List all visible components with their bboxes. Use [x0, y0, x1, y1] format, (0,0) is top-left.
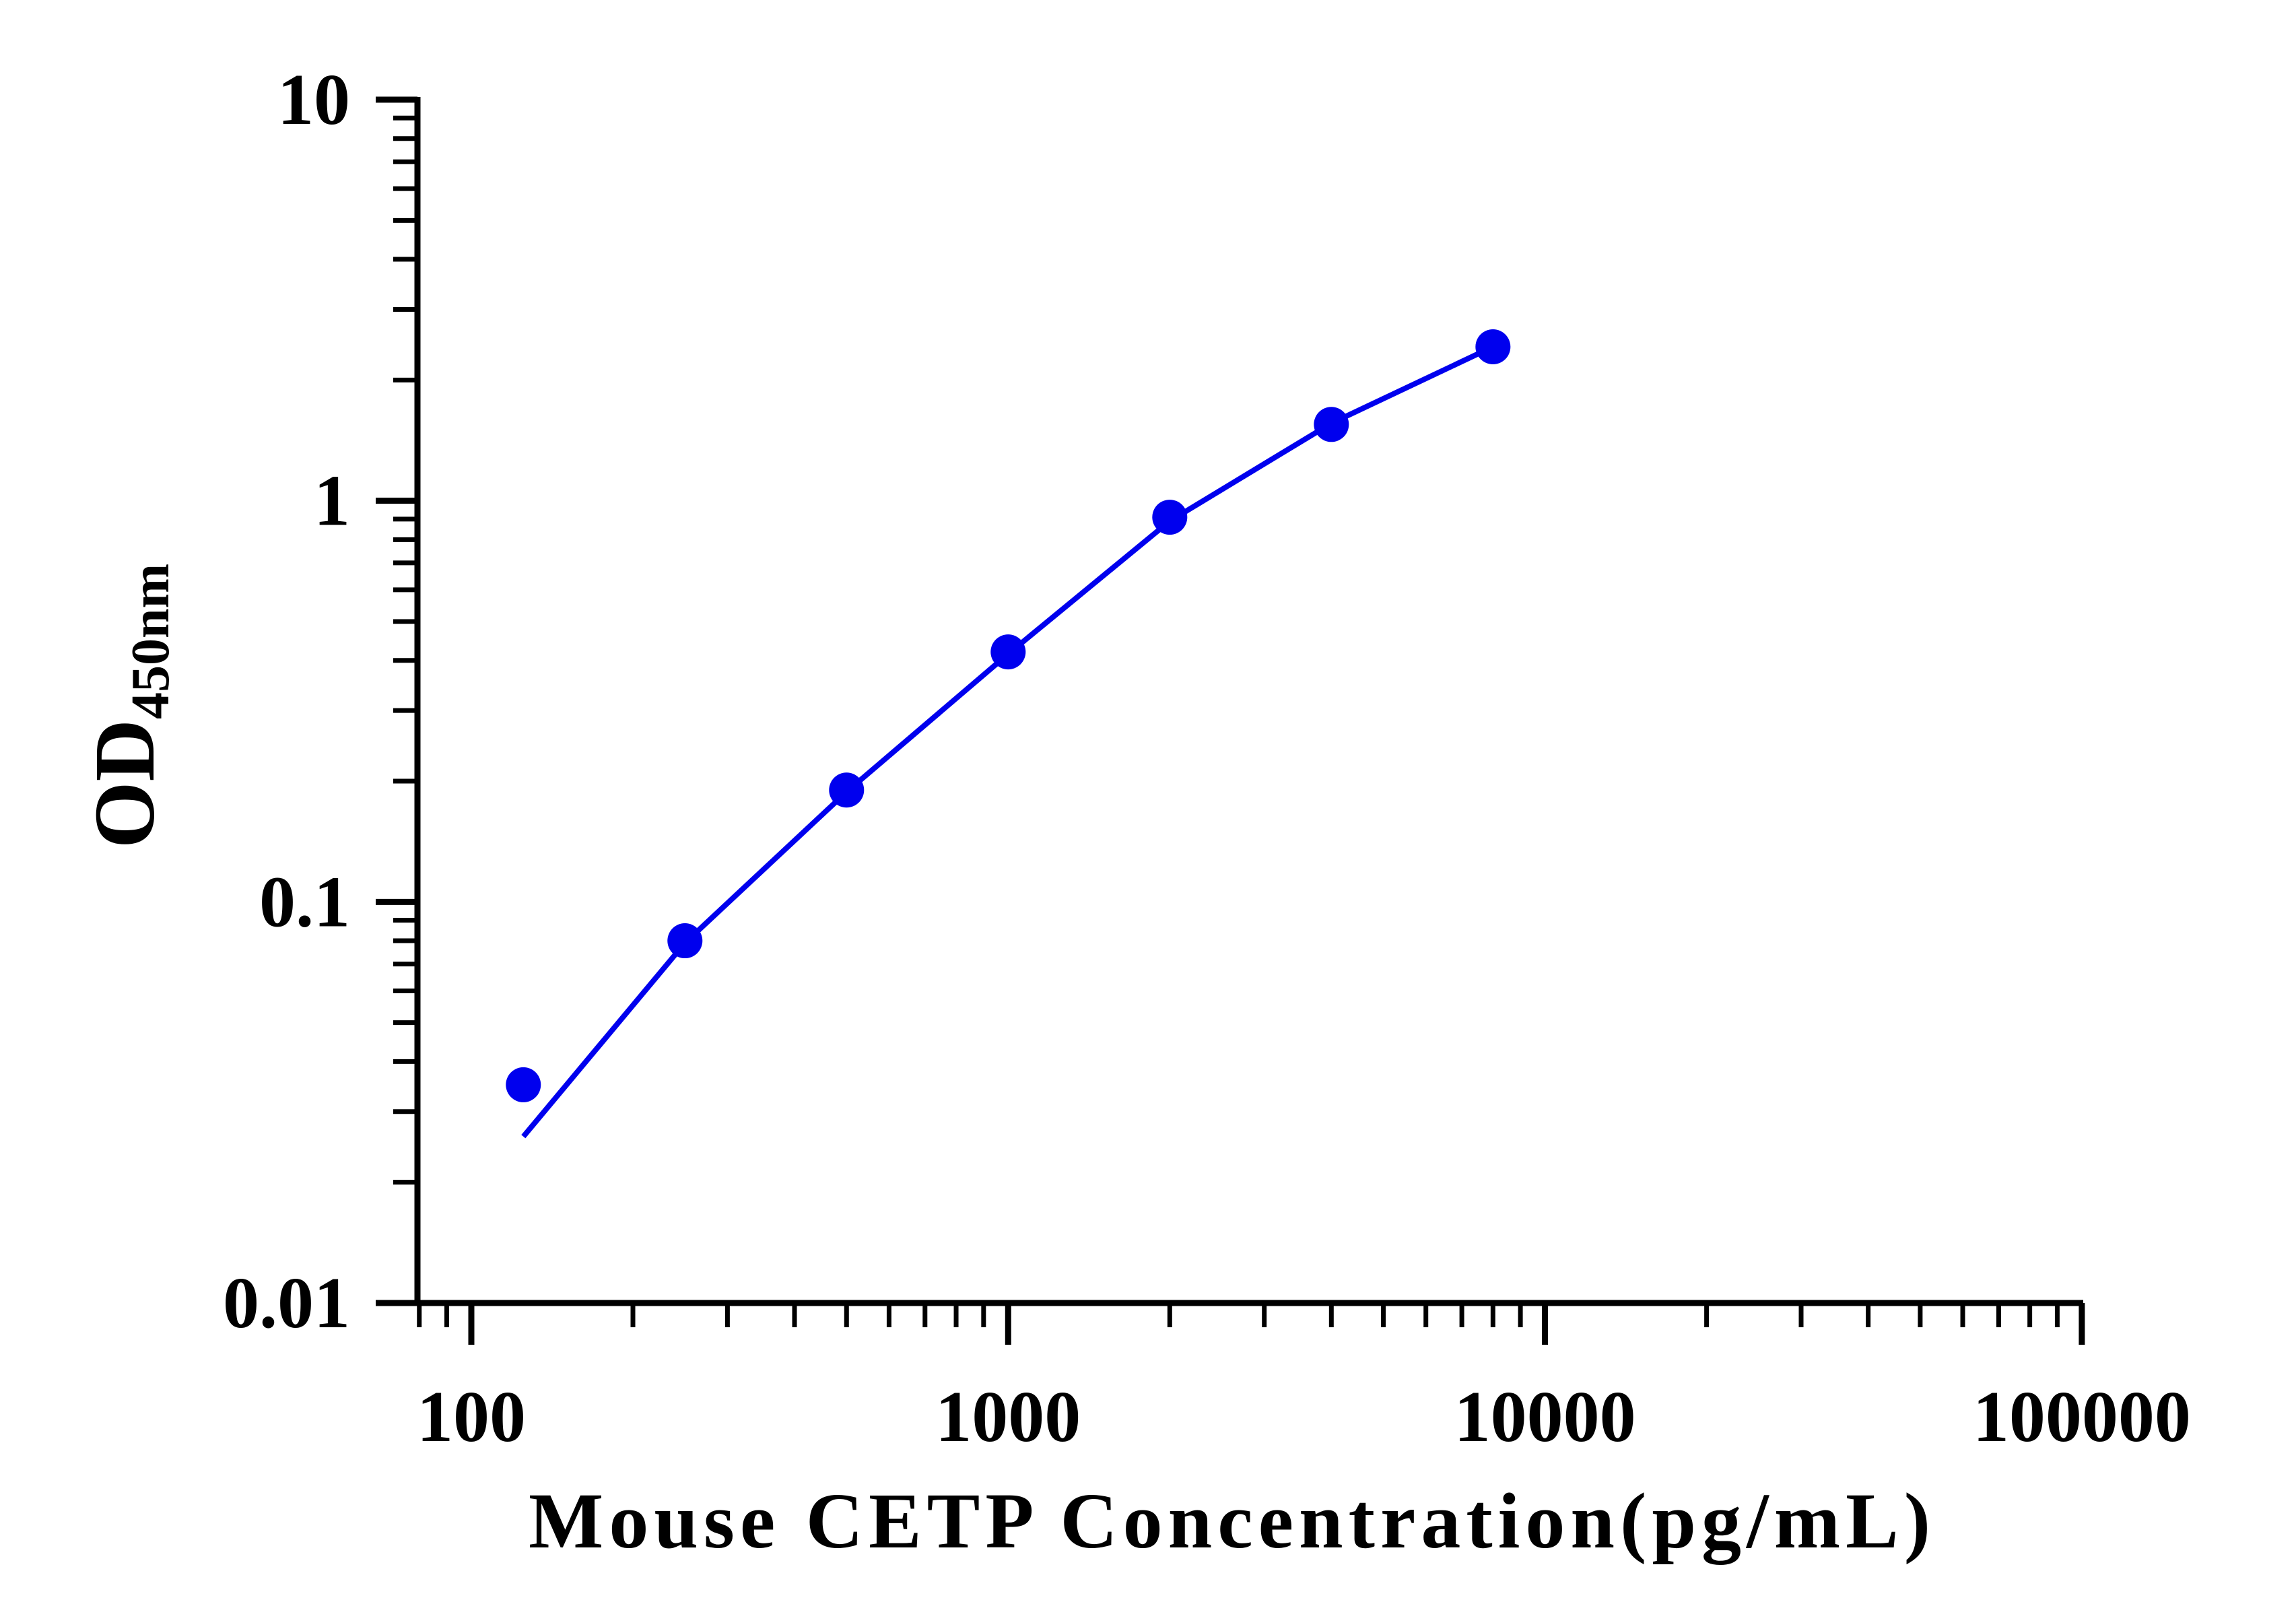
x-axis-ticks	[417, 1303, 2085, 1345]
data-point	[990, 634, 1026, 670]
y-axis-tick-labels: 10 1 0.1 0.01	[223, 60, 350, 1343]
x-axis-tick-labels: 100 1000 10000 100000	[417, 1377, 2191, 1457]
data-point	[829, 772, 865, 808]
data-point	[1152, 500, 1188, 535]
axes	[414, 97, 2083, 1306]
y-tick-label: 0.1	[259, 862, 350, 942]
x-tick-label: 10000	[1454, 1377, 1636, 1457]
x-tick-label: 100	[417, 1377, 526, 1457]
y-tick-label: 0.01	[223, 1263, 350, 1343]
x-tick-label: 1000	[935, 1377, 1081, 1457]
x-axis-title: Mouse CETP Concentration(pg/mL)	[529, 1477, 1936, 1565]
y-axis-title-main: OD	[77, 719, 172, 848]
y-axis-title: OD450nm	[77, 564, 180, 848]
data-point	[1314, 407, 1349, 442]
data-point	[506, 1067, 541, 1102]
y-tick-label: 1	[314, 461, 350, 541]
plot-series	[506, 329, 1511, 1139]
fit-curve-line	[521, 344, 1495, 1139]
y-tick-label: 10	[277, 60, 350, 140]
y-axis-title-subscript: 450nm	[121, 564, 180, 719]
data-point	[667, 923, 703, 959]
svg-text:OD450nm: OD450nm	[77, 564, 180, 848]
x-tick-label: 100000	[1973, 1377, 2191, 1457]
y-axis-ticks	[376, 96, 417, 1306]
data-point	[1475, 329, 1511, 365]
